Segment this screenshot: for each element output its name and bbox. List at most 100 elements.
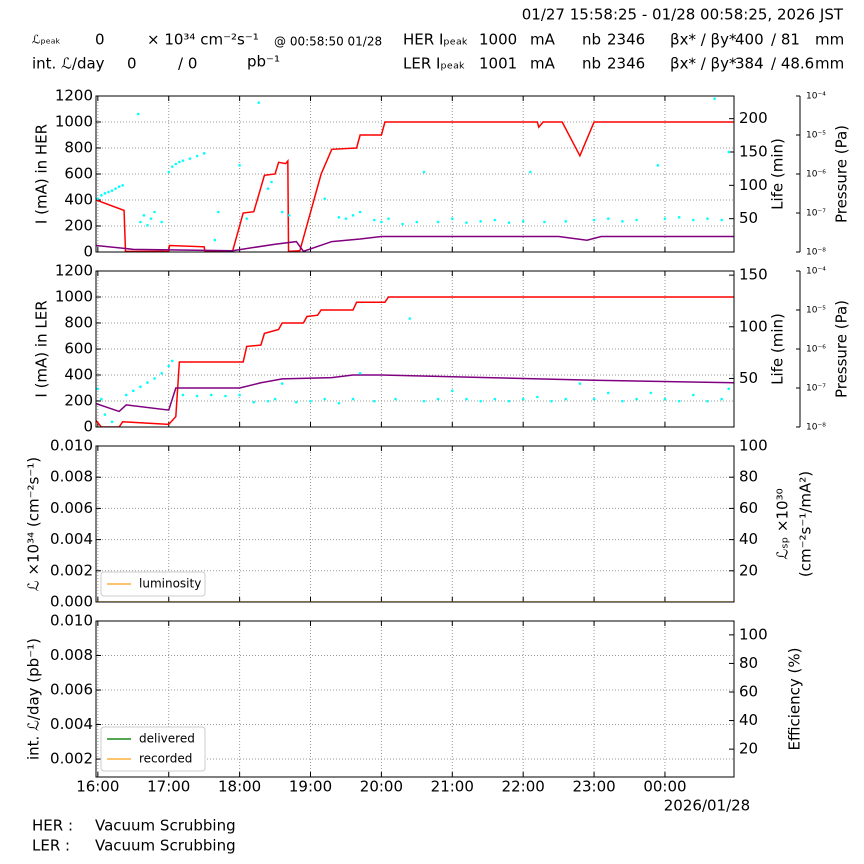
y-tick-label: 800 xyxy=(64,139,93,157)
legend-box xyxy=(100,726,206,772)
life-point xyxy=(100,397,103,401)
legend-box xyxy=(100,571,206,597)
y2-tick-label: 80 xyxy=(739,468,758,486)
y2-tick-label: 100 xyxy=(739,317,768,335)
y2-tick-label: 60 xyxy=(739,683,758,701)
life-point xyxy=(110,189,114,192)
ring-label: LER : xyxy=(32,837,70,855)
y3-tick-label: 10⁻⁸ xyxy=(806,248,826,258)
value: 0 xyxy=(127,55,137,73)
life-point xyxy=(114,187,117,190)
unit: × 10³⁴ cm⁻²s⁻¹ xyxy=(147,31,259,49)
y3-tick-label: 10⁻⁵ xyxy=(806,306,826,316)
life-point xyxy=(450,217,454,220)
time-range: 01/27 15:58:25 - 01/28 00:58:25, 2026 JS… xyxy=(522,6,844,24)
life-point xyxy=(656,164,660,167)
life-point xyxy=(103,192,107,195)
y3-tick-label: 10⁻⁴ xyxy=(806,92,826,102)
life-point xyxy=(257,101,261,104)
y2-tick-label: 60 xyxy=(739,499,758,517)
life-point xyxy=(136,112,140,116)
y2-axis-label: Life (min) xyxy=(769,313,787,385)
life-point xyxy=(521,220,525,223)
life-point xyxy=(238,393,241,397)
y-tick-label: 0.000 xyxy=(50,593,93,611)
life-point xyxy=(170,359,174,363)
y3-tick-label: 10⁻⁴ xyxy=(806,267,826,277)
life-point xyxy=(528,170,532,174)
value: 1000 xyxy=(479,31,517,49)
life-point xyxy=(146,381,149,384)
value: 384 xyxy=(735,55,764,73)
life-point xyxy=(387,217,390,220)
life-point xyxy=(394,397,397,401)
life-point xyxy=(543,220,546,224)
y-axis-label: I (mA) in HER xyxy=(33,124,51,224)
y-tick-label: 0.010 xyxy=(50,612,93,630)
y3-axis-label: Pressure (Pa) xyxy=(833,300,851,398)
label: ℒₚₑₐₖ xyxy=(32,33,61,47)
life-point xyxy=(323,197,326,200)
life-point xyxy=(450,389,454,393)
y-tick-label: 1200 xyxy=(55,87,93,105)
life-point xyxy=(550,399,553,403)
life-point xyxy=(266,399,270,403)
y-tick-label: 400 xyxy=(64,191,93,209)
value: / 0 xyxy=(178,55,197,73)
life-point xyxy=(100,194,103,197)
life-point xyxy=(493,397,497,401)
value: / 48.6 xyxy=(771,55,814,73)
life-point xyxy=(692,393,695,397)
life-point xyxy=(273,397,277,401)
legend-label: recorded xyxy=(139,752,192,766)
life-point xyxy=(139,385,142,389)
life-point xyxy=(606,391,610,395)
y3-tick-label: 10⁻⁵ xyxy=(806,131,826,141)
label: LER Iₚₑₐₖ xyxy=(403,55,465,73)
y2-tick-label: 20 xyxy=(739,740,758,758)
y-tick-label: 1200 xyxy=(55,262,93,280)
y-tick-label: 200 xyxy=(64,217,93,235)
life-point xyxy=(160,220,163,224)
series-line xyxy=(96,121,734,252)
life-point xyxy=(280,382,284,385)
life-point xyxy=(170,165,174,168)
life-point xyxy=(465,221,468,224)
y-axis-label: ℒ ×10³⁴ (cm⁻²s⁻¹) xyxy=(25,457,43,591)
y-tick-label: 0.008 xyxy=(50,646,93,664)
label: βx* / βy* xyxy=(670,31,737,49)
life-point xyxy=(202,152,206,155)
y-tick-label: 0.006 xyxy=(50,681,93,699)
panel: 16:00 17:00 18:00 19:00 20:00 21:00 22:00 23:00… xyxy=(25,612,804,815)
life-point xyxy=(96,197,100,200)
x-date-label: 2026/01/28 xyxy=(664,797,750,815)
panel: 0 200 400 600 800 1000 1200 50 100 150 200 10⁻⁸ 10⁻⁷… xyxy=(33,87,851,261)
life-point xyxy=(493,218,497,222)
life-point xyxy=(649,391,653,395)
life-point xyxy=(720,218,723,222)
life-point xyxy=(96,387,100,391)
value: 2346 xyxy=(607,31,645,49)
y2-tick-label: 40 xyxy=(739,711,758,729)
y2-axis-label: Life (min) xyxy=(769,138,787,210)
series-line xyxy=(96,235,734,252)
label: HER Iₚₑₐₖ xyxy=(403,31,468,49)
life-point xyxy=(146,224,149,227)
y2-tick-label: 40 xyxy=(739,530,758,548)
plot-frame xyxy=(95,620,735,778)
legend-label: luminosity xyxy=(139,577,201,591)
life-point xyxy=(578,382,582,385)
value: 0 xyxy=(95,31,105,49)
y-tick-label: 1000 xyxy=(55,113,93,131)
life-point xyxy=(507,221,511,224)
life-point xyxy=(153,210,156,214)
life-point xyxy=(195,394,199,398)
life-point xyxy=(117,185,121,188)
label: βx* / βy* xyxy=(670,55,737,73)
life-point xyxy=(167,364,171,368)
x-tick-label: 17:00 xyxy=(147,778,190,796)
life-point xyxy=(153,377,156,380)
life-point xyxy=(436,397,440,401)
life-point xyxy=(178,160,181,164)
y3-axis-label: Pressure (Pa) xyxy=(833,125,851,223)
